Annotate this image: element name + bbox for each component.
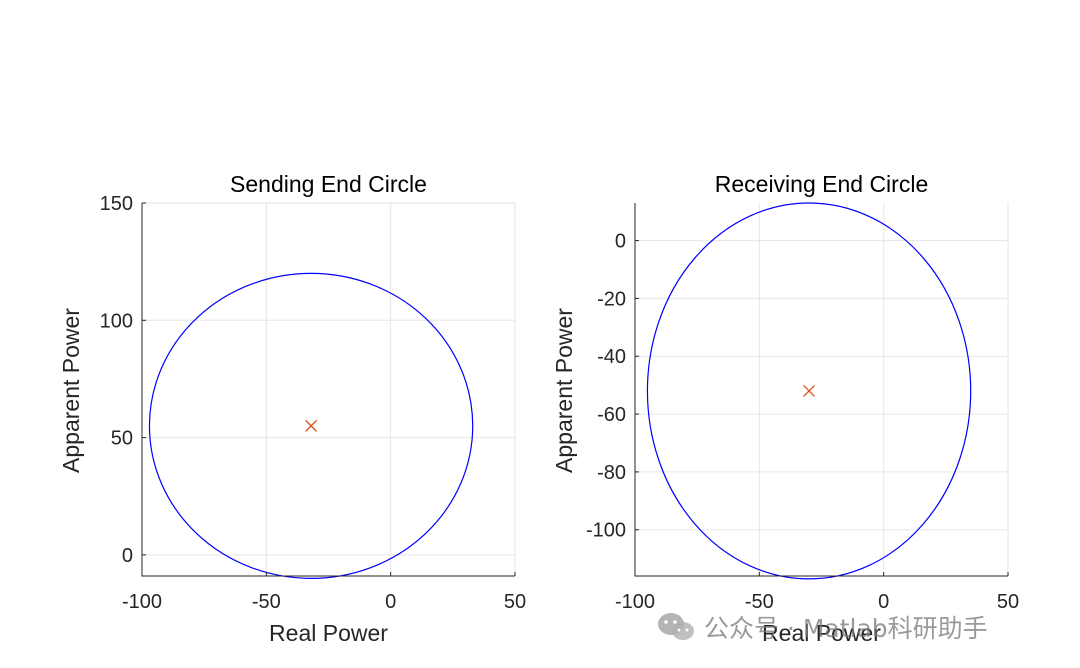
y-tick-label: -40	[597, 346, 626, 368]
y-tick-label: 0	[122, 545, 133, 567]
x-tick-label: 50	[504, 591, 526, 613]
x-tick-label: 0	[878, 591, 889, 613]
y-tick-label: -100	[586, 520, 626, 542]
x-tick-label: -100	[615, 591, 655, 613]
center-marker-stroke	[305, 419, 318, 432]
center-marker	[305, 419, 318, 432]
y-tick-label: -20	[597, 288, 626, 310]
watermark: 公众号 · Matlab科研助手	[656, 610, 988, 644]
circle-line	[646, 202, 972, 580]
x-tick-label: 0	[385, 591, 396, 613]
y-tick-label: -60	[597, 404, 626, 426]
y-axis-label: Apparent Power	[551, 308, 577, 473]
chart-title: Sending End Circle	[230, 171, 427, 197]
y-tick-label: 0	[615, 231, 626, 253]
circle-line	[148, 272, 474, 579]
axes-frame	[141, 203, 515, 577]
wechat-icon	[658, 613, 694, 640]
x-tick-label: -50	[745, 591, 774, 613]
y-tick-label: -80	[597, 462, 626, 484]
x-axis-label: Real Power	[762, 620, 881, 646]
y-tick-label: 100	[100, 310, 133, 332]
center-marker	[803, 384, 816, 397]
x-tick-label: 50	[997, 591, 1019, 613]
subplot-2: -100 -50 0 50 0 -20 -40 -60 -80 -100 Receiving End…	[551, 171, 1019, 646]
y-axis-label: Apparent Power	[58, 308, 84, 473]
x-tick-label: -50	[252, 591, 281, 613]
y-tick-label: 50	[111, 428, 133, 450]
watermark-text: 公众号 · Matlab科研助手	[704, 614, 988, 643]
x-axis-label: Real Power	[269, 620, 388, 646]
center-marker-stroke	[803, 384, 816, 397]
subplot-1: -100 -50 0 50 0 50 100 150 Sending End Circle Rea…	[58, 171, 526, 646]
chart-title: Receiving End Circle	[715, 171, 928, 197]
x-tick-label: -100	[122, 591, 162, 613]
y-tick-label: 150	[100, 193, 133, 215]
